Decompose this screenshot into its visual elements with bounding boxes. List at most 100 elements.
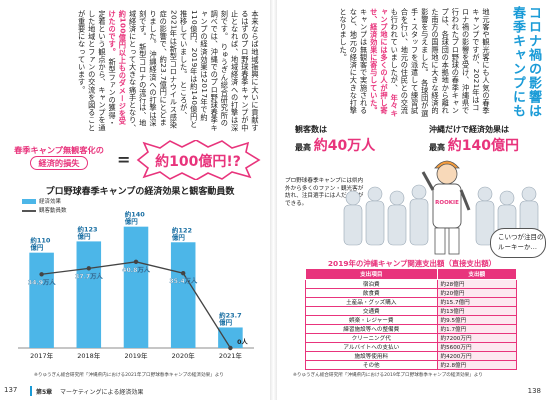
right-page-title: コロナ禍の影響は 春季キャンプにも	[509, 6, 541, 118]
bar-value-label: 約23.7 億円	[219, 310, 242, 326]
body-paragraph: 沖縄経済への打撃は深刻です。	[138, 10, 158, 127]
body-paragraph: 本来ならば地域振興に大いに貢献するはずのプロ野球春季キャンプが中止となれば、地域…	[220, 10, 260, 132]
table-title: 2019年の沖縄キャンプ関連支出額（直接支出額）	[327, 259, 497, 268]
title-line1: コロナ禍の影響は	[526, 6, 541, 118]
page-gutter	[270, 0, 277, 400]
chapter-title: マーケティングによる経済効果	[60, 389, 144, 396]
table-row: 娯楽・レジャー費 約9.5億円	[305, 315, 518, 325]
burst-shape: 約100億円!?	[136, 140, 261, 180]
left-source-note: ※りゅうぎん総合研究所「沖縄県内における2021年プロ野球春季キャンプの経済効果…	[34, 373, 224, 378]
table-cell-item: クリーニング代	[305, 333, 438, 343]
legend-bar-label: 経済効果	[39, 199, 62, 205]
legend-line-swatch	[22, 209, 36, 212]
table-row: アルバイトへの支払い 約5600万円	[305, 342, 518, 352]
table-header-amount: 支出額	[436, 268, 518, 280]
attendance-point	[39, 272, 44, 277]
chart-legend: 経済効果 観客動員数	[22, 198, 67, 216]
table-cell-amount: 約9.5億円	[436, 315, 518, 325]
body-paragraph: 新型ファンの獲得・定着という観点から、キャンプを通した地域とファンの交流を図るこ…	[77, 10, 118, 132]
rookie-player: ROOKIE	[421, 160, 471, 255]
attendance-label: 37.7万人	[75, 272, 103, 280]
table-cell-item: 施設等使用料	[305, 351, 438, 361]
title-line2: 春季キャンプにも	[510, 6, 525, 118]
legend-bar-swatch	[22, 199, 36, 204]
attendance-label: 0人	[237, 338, 248, 346]
body-paragraph: 各球団が選手・スタッフを派遣して練習試合を行い、地元の住民との交流も行われていま…	[390, 8, 430, 118]
speech-bubble: こいつが注目のルーキーか…	[490, 228, 546, 258]
stat-economic-mid: 最高	[429, 143, 445, 152]
footer-divider	[30, 386, 32, 396]
table-cell-amount: 約4200万円	[436, 351, 518, 361]
uniform-text: ROOKIE	[435, 200, 459, 206]
stat-attendance: 観客数は 最高 約40万人	[295, 124, 375, 155]
attendance-label: 40.8万人	[122, 266, 150, 274]
attendance-point	[133, 259, 139, 265]
table-row: 飲食費 約20億円	[305, 288, 518, 298]
table-cell-amount: 約15.7億円	[436, 297, 518, 307]
body-paragraph: ところが、2021年は新型コロナウイルス感染症の影響で、約23.7億円にとどまり…	[148, 10, 189, 129]
table-cell-amount: 約7200万円	[436, 333, 518, 343]
chart-bar	[218, 327, 243, 348]
table-cell-item: 土産品・グッズ購入	[305, 297, 438, 307]
table-row: クリーニング代 約7200万円	[305, 333, 518, 343]
bar-value-label: 約123 億円	[78, 224, 98, 240]
chart-bar	[76, 241, 102, 348]
body-paragraph: りゅうぎん総合研究所の調べでは、沖縄でのプロ野球春季キャンプの経済効果は2017…	[179, 10, 230, 132]
table-cell-item: 交通費	[305, 306, 438, 316]
table-cell-item: 飲食費	[305, 288, 438, 298]
attendance-point	[228, 345, 233, 351]
table-row: 宿泊費 約28億円	[305, 279, 518, 289]
left-body-text: 本来ならば地域振興に大いに貢献するはずのプロ野球春季キャンプが中止となれば、地域…	[8, 10, 260, 132]
table-cell-amount: 約5600万円	[436, 342, 518, 352]
chart-bar	[123, 226, 149, 348]
right-body-text: 地元客や観光客にも人気の春季キャンプですが、2021年はコロナ禍の影響を受け、沖…	[291, 8, 491, 118]
table-cell-amount: 約20億円	[436, 288, 518, 298]
table-row: 施設等使用料 約4200万円	[305, 351, 518, 361]
crowd-description: プロ野球春季キャンプには県内外から多くのファン・観光客が訪れ、注目選手には人だか…	[285, 178, 364, 207]
expense-table: 支出項目 支出額 宿泊費 約28億円 飲食費 約20億円 土産品・グッズ購入 約15.7億…	[305, 268, 518, 370]
banner-line2: 経済的損失	[29, 156, 89, 170]
legend-line-item: 観客動員数	[22, 207, 67, 216]
chart-bar	[170, 242, 196, 348]
highlight-text: 約100億円以上ものダメージを受けたのです。	[108, 10, 128, 126]
table-header-row: 支出項目 支出額	[305, 268, 518, 280]
x-tick-label: 2017年	[30, 351, 54, 360]
left-page: 本来ならば地域振興に大いに貢献するはずのプロ野球春季キャンプが中止となれば、地域…	[0, 0, 270, 400]
body-paragraph: キャンプは無観客で実施されるなど、地元の経済に大きな打撃となりました。	[339, 8, 369, 115]
stat-attendance-prefix: 観客数は	[295, 125, 327, 134]
stat-economic: 沖縄だけで経済効果は 最高 約140億円	[429, 124, 519, 155]
page-number-left: 137	[4, 386, 18, 394]
table-row: 交通費 約13億円	[305, 306, 518, 316]
right-source-note: ※りゅうぎん総合研究所「沖縄県内における2019年プロ野球春季キャンプの経済効果…	[293, 373, 483, 378]
attendance-point	[86, 266, 92, 271]
loss-banner: 春季キャンプ無観客化の 経済的損失 = 約100億円!?	[4, 140, 266, 180]
x-tick-label: 2020年	[172, 351, 196, 360]
table-row: 練習施設等への整備費 約1.7億円	[305, 324, 518, 334]
attendance-point	[181, 271, 186, 276]
bar-value-label: 約110 億円	[30, 236, 51, 252]
chart-title: プロ野球春季キャンプの経済効果と観客動員数	[45, 187, 235, 197]
attendance-label: 35.4万人	[169, 277, 197, 285]
x-tick-label: 2021年	[219, 351, 243, 360]
bar-value-label: 約122 億円	[172, 225, 192, 241]
chart-bar	[29, 252, 54, 348]
banner-caption: 春季キャンプ無観客化の 経済的損失	[4, 144, 114, 178]
table-body: 宿泊費 約28億円 飲食費 約20億円 土産品・グッズ購入 約15.7億円 交通費 約13億円…	[305, 279, 518, 370]
legend-line-label: 観客動員数	[39, 208, 67, 214]
table-cell-amount: 約28億円	[436, 279, 518, 289]
table-row: その他 約2.8億円	[305, 360, 518, 370]
loss-amount: 約100億円!?	[155, 153, 241, 170]
equals-sign: =	[117, 150, 131, 169]
left-footer: 137 第5章 マーケティングによる経済効果	[0, 382, 270, 400]
highlight-text: 年々キャンプ地には多くの人が押し寄せ、経済効果に寄与していた。	[369, 8, 400, 118]
bar-value-label: 約140 億円	[125, 210, 146, 226]
stat-attendance-mid: 最高	[295, 143, 311, 152]
stat-attendance-value: 約40万人	[313, 138, 376, 154]
table-cell-amount: 約13億円	[436, 306, 518, 316]
page-number-right: 138	[527, 387, 541, 395]
table-cell-amount: 約1.7億円	[436, 324, 518, 334]
banner-line1: 春季キャンプ無観客化の	[14, 145, 104, 155]
stat-economic-value: 約140億円	[447, 138, 520, 154]
chapter-label: 第5章	[36, 389, 53, 396]
table-row: 土産品・グッズ購入 約15.7億円	[305, 297, 518, 307]
